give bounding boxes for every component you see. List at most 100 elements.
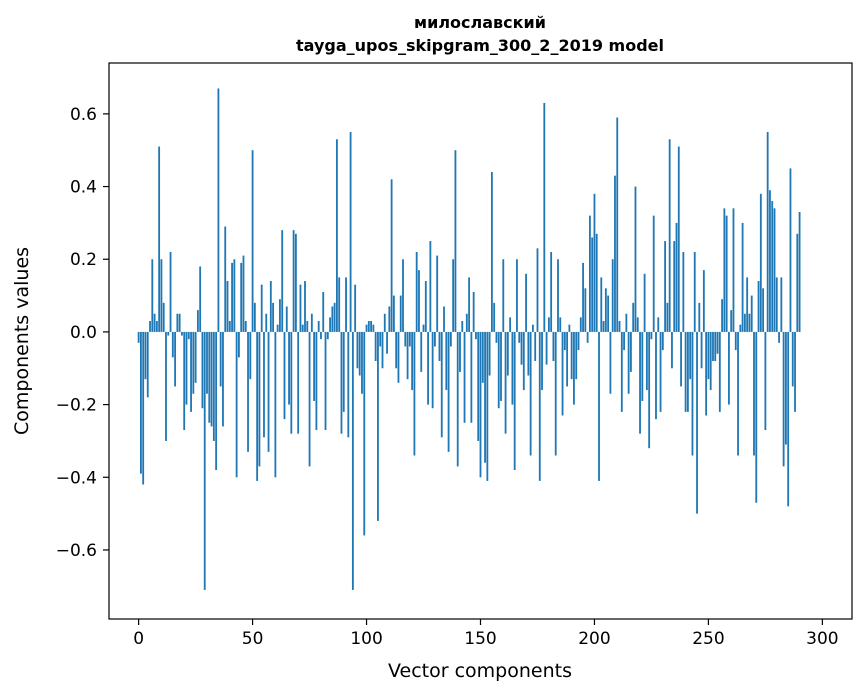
bar-267 xyxy=(746,277,749,332)
bar-92 xyxy=(347,331,350,438)
bar-137 xyxy=(449,331,452,347)
bar-214 xyxy=(625,313,628,332)
bar-155 xyxy=(490,172,493,332)
y-tick-label-6: 0.6 xyxy=(70,105,97,125)
bar-152 xyxy=(484,331,486,463)
chart-title-line-2: tayga_upos_skipgram_300_2_2019 model xyxy=(296,36,664,55)
bar-115 xyxy=(399,295,402,332)
bar-256 xyxy=(721,299,723,332)
bar-86 xyxy=(333,302,336,332)
bar-187 xyxy=(563,331,566,351)
bar-114 xyxy=(397,331,400,383)
bar-212 xyxy=(620,331,623,412)
bar-108 xyxy=(383,313,386,332)
x-axis-ticks: 0 50 100 150 200 250 300 xyxy=(133,619,839,649)
bar-22 xyxy=(187,331,190,340)
bar-210 xyxy=(616,117,619,332)
bar-82 xyxy=(324,331,327,431)
bar-286 xyxy=(789,168,792,332)
bar-83 xyxy=(326,331,329,340)
bar-77 xyxy=(313,331,316,401)
bar-235 xyxy=(673,241,676,332)
bar-168 xyxy=(520,331,523,365)
y-axis-ticks: −0.6 −0.4 −0.2 0.0 0.2 0.4 0.6 xyxy=(56,105,109,561)
bar-9 xyxy=(158,146,161,332)
bar-273 xyxy=(759,193,762,332)
bar-174 xyxy=(534,331,537,361)
bar-225 xyxy=(650,331,653,340)
bar-232 xyxy=(666,302,669,332)
bar-121 xyxy=(413,331,416,456)
bar-109 xyxy=(386,331,388,354)
y-tick-label-1: −0.4 xyxy=(56,468,97,488)
bar-277 xyxy=(769,190,771,332)
bar-278 xyxy=(771,201,774,332)
bar-233 xyxy=(668,139,671,332)
bar-43 xyxy=(235,331,238,478)
bar-288 xyxy=(794,331,796,412)
bar-166 xyxy=(516,259,518,332)
bar-14 xyxy=(169,251,172,332)
bar-222 xyxy=(643,273,646,332)
bar-125 xyxy=(422,324,425,332)
bar-144 xyxy=(465,313,468,332)
bar-170 xyxy=(525,273,527,332)
bar-91 xyxy=(345,277,347,332)
bar-290 xyxy=(798,211,801,332)
bar-153 xyxy=(486,331,489,481)
bar-118 xyxy=(406,331,409,380)
bar-50 xyxy=(251,150,254,332)
bar-185 xyxy=(559,317,562,332)
bar-101 xyxy=(367,321,370,332)
bar-182 xyxy=(552,331,555,361)
bar-81 xyxy=(322,291,325,332)
bar-113 xyxy=(395,331,398,369)
bar-94 xyxy=(351,331,354,590)
bar-112 xyxy=(392,295,395,332)
bar-120 xyxy=(411,331,414,391)
bar-63 xyxy=(281,230,284,332)
bar-223 xyxy=(645,331,648,391)
bar-183 xyxy=(554,331,557,456)
bar-40 xyxy=(228,321,231,332)
bar-7 xyxy=(153,313,156,332)
bar-226 xyxy=(652,215,655,332)
bar-245 xyxy=(696,331,698,514)
bar-85 xyxy=(331,306,334,332)
bar-265 xyxy=(741,222,744,332)
bar-281 xyxy=(778,331,780,343)
bar-258 xyxy=(725,215,728,332)
bar-260 xyxy=(730,310,733,332)
bar-285 xyxy=(787,331,790,507)
y-axis-label: Components values xyxy=(11,247,33,435)
bar-151 xyxy=(481,331,484,383)
bar-51 xyxy=(253,302,256,332)
bar-200 xyxy=(593,193,596,332)
bar-271 xyxy=(755,331,758,503)
bar-173 xyxy=(532,324,534,332)
bar-87 xyxy=(336,139,338,332)
bar-75 xyxy=(308,331,311,467)
bar-45 xyxy=(240,262,243,332)
y-tick-label-3: 0.0 xyxy=(70,323,97,343)
bar-283 xyxy=(782,331,785,467)
bar-95 xyxy=(354,284,357,332)
bar-1 xyxy=(140,331,142,474)
bar-141 xyxy=(459,331,461,372)
bar-239 xyxy=(682,251,685,332)
bar-227 xyxy=(655,331,657,420)
bar-161 xyxy=(504,331,507,434)
bar-73 xyxy=(304,281,306,332)
bar-130 xyxy=(434,331,436,347)
bar-191 xyxy=(573,331,575,405)
bar-134 xyxy=(443,306,445,332)
bar-201 xyxy=(595,233,598,332)
bar-139 xyxy=(454,150,457,332)
bar-5 xyxy=(149,321,151,332)
bar-89 xyxy=(340,331,343,434)
bar-26 xyxy=(196,310,199,332)
bar-16 xyxy=(174,331,176,387)
bar-280 xyxy=(775,277,778,332)
plot-frame xyxy=(108,62,853,620)
bar-219 xyxy=(636,317,639,332)
